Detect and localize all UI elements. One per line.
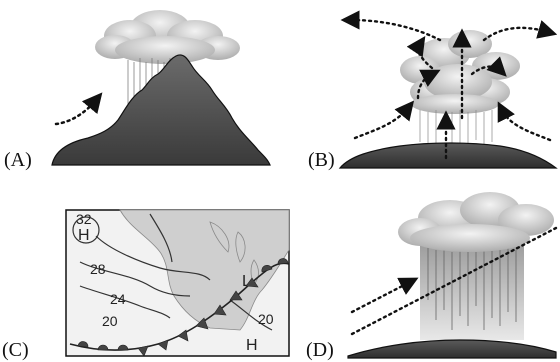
panel-c-isobar-20-left: 20 bbox=[102, 313, 118, 329]
panel-a: (A) bbox=[4, 10, 271, 171]
panel-c-high-south: H bbox=[246, 337, 258, 354]
panel-b-rain bbox=[419, 110, 493, 152]
panel-c-low: L bbox=[242, 273, 251, 290]
panel-d-front-boundary bbox=[350, 226, 558, 336]
panel-c-isobar-20-right: 20 bbox=[258, 311, 274, 327]
panel-d-ground bbox=[347, 339, 557, 359]
panel-c-isobars bbox=[79, 213, 273, 331]
panel-c: 32 H 28 24 20 20 L H (C) bbox=[2, 209, 290, 361]
panel-b-airflow-arrows bbox=[340, 10, 558, 160]
panel-a-label: (A) bbox=[4, 149, 32, 171]
panel-b: (B) bbox=[308, 10, 558, 171]
panel-c-landmass bbox=[119, 209, 290, 331]
panel-a-wind-arrow bbox=[54, 92, 103, 126]
panel-c-label: (C) bbox=[2, 339, 29, 361]
panel-c-high-circle bbox=[72, 216, 100, 244]
panel-c-high-north: H bbox=[78, 227, 90, 244]
panel-d-wind-arrow bbox=[350, 277, 419, 314]
panel-d-cloud bbox=[398, 192, 554, 252]
panel-c-isobar-28: 28 bbox=[90, 261, 106, 277]
panel-d-label: (D) bbox=[306, 339, 334, 361]
panel-b-hill bbox=[338, 142, 558, 169]
panel-c-front-line bbox=[69, 258, 290, 357]
panel-c-isobar-24: 24 bbox=[110, 291, 126, 307]
panel-d-rain bbox=[427, 244, 517, 330]
panel-b-label: (B) bbox=[308, 149, 335, 171]
panel-d: (D) bbox=[306, 192, 558, 361]
panel-c-isobar-32: 32 bbox=[76, 211, 92, 227]
panel-a-cloud bbox=[95, 10, 240, 64]
panel-a-mountain bbox=[51, 54, 271, 166]
panel-b-cloud bbox=[400, 30, 520, 114]
